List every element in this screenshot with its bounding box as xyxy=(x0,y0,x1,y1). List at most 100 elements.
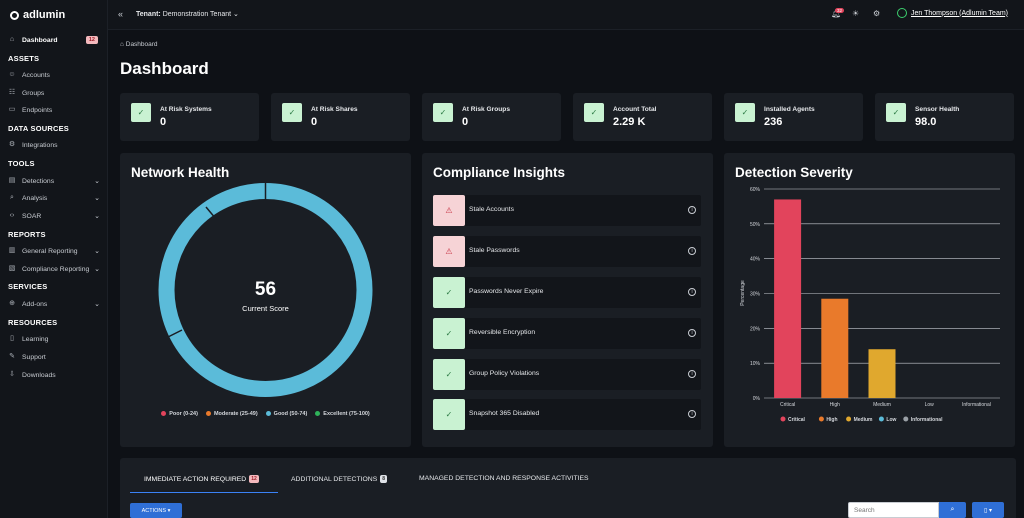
y-tick-label: 0% xyxy=(753,396,761,402)
tenant-selector[interactable]: Tenant: Demonstration Tenant ⌄ xyxy=(136,10,239,18)
compliance-item-stale-passwords[interactable]: ⚠ Stale Passwords i xyxy=(433,236,701,267)
compliance-item-reversible-encryption[interactable]: ✓ Reversible Encryption i xyxy=(433,318,701,349)
sidebar-item-label: Dashboard xyxy=(22,36,58,44)
compliance-item-passwords-never-expire[interactable]: ✓ Passwords Never Expire i xyxy=(433,277,701,308)
sidebar-item-accounts[interactable]: ☺ Accounts xyxy=(8,68,102,82)
detections-tabs-area: IMMEDIATE ACTION REQUIRED 12 ADDITIONAL … xyxy=(120,458,1016,518)
legend-item-excellent[interactable]: Excellent (75-100) xyxy=(315,411,370,417)
chevron-down-icon: ⌄ xyxy=(94,213,100,220)
collapse-sidebar-icon[interactable]: « xyxy=(118,9,124,19)
sidebar-item-analysis[interactable]: ⌕ Analysis ⌄ xyxy=(8,191,102,205)
report-icon: ▥ xyxy=(8,247,16,254)
sidebar-item-support[interactable]: ✎ Support xyxy=(8,350,102,364)
legend-dot xyxy=(161,411,167,417)
sidebar-item-downloads[interactable]: ⇩ Downloads xyxy=(8,368,102,382)
gear-icon[interactable]: ⚙ xyxy=(873,9,881,18)
info-icon[interactable]: i xyxy=(688,247,696,255)
check-circle-icon: ✓ xyxy=(735,103,755,122)
sidebar-item-detections[interactable]: ▤ Detections ⌄ xyxy=(8,174,102,188)
stat-card-sensor-health[interactable]: ✓ Sensor Health 98.0 xyxy=(875,93,1014,141)
sidebar-item-compliance-reporting[interactable]: ▧ Compliance Reporting ⌄ xyxy=(8,262,102,276)
logo[interactable]: adlumin xyxy=(10,9,65,21)
y-tick-label: 40% xyxy=(750,257,761,263)
sidebar-item-general-reporting[interactable]: ▥ General Reporting ⌄ xyxy=(8,244,102,258)
sidebar-item-integrations[interactable]: ⚙ Integrations xyxy=(8,138,102,152)
health-score: 56 xyxy=(254,279,277,300)
stat-label: At Risk Systems xyxy=(160,106,212,113)
sidebar-item-soar[interactable]: ‹› SOAR ⌄ xyxy=(8,209,102,223)
chevron-down-icon: ⌄ xyxy=(233,11,239,18)
info-icon[interactable]: i xyxy=(688,329,696,337)
stat-card-at-risk-shares[interactable]: ✓ At Risk Shares 0 xyxy=(271,93,410,141)
search-icon: ⌕ xyxy=(950,506,955,513)
legend-label: Good (50-74) xyxy=(273,411,308,417)
info-icon[interactable]: i xyxy=(688,206,696,214)
chevron-down-icon: ⌄ xyxy=(94,195,100,202)
actions-button[interactable]: ACTIONS ▾ xyxy=(130,503,182,518)
search-input[interactable] xyxy=(848,502,939,518)
breadcrumb[interactable]: ⌂ Dashboard xyxy=(120,41,158,48)
stat-card-at-risk-systems[interactable]: ✓ At Risk Systems 0 xyxy=(120,93,259,141)
logo-icon xyxy=(10,10,19,20)
legend-dot xyxy=(846,416,852,422)
legend-dot xyxy=(205,411,211,417)
y-tick-label: 20% xyxy=(750,326,761,332)
info-icon[interactable]: i xyxy=(688,410,696,418)
user-icon: ☺ xyxy=(8,71,16,78)
legend-item-good[interactable]: Good (50-74) xyxy=(265,411,308,417)
sidebar-item-endpoints[interactable]: ▭ Endpoints xyxy=(8,103,102,117)
gauge-divider xyxy=(167,329,183,338)
stat-card-at-risk-groups[interactable]: ✓ At Risk Groups 0 xyxy=(422,93,561,141)
legend-label: Medium xyxy=(854,417,873,423)
sidebar-item-label: General Reporting xyxy=(22,247,78,255)
check-circle-icon: ✓ xyxy=(584,103,604,122)
dashboard-badge: 12 xyxy=(85,36,98,44)
compliance-item-snapshot-365-disabled[interactable]: ✓ Snapshot 365 Disabled i xyxy=(433,399,701,430)
compliance-item-label: Snapshot 365 Disabled xyxy=(469,410,540,417)
tenant-value: Demonstration Tenant xyxy=(162,11,232,18)
stat-value: 98.0 xyxy=(915,116,937,128)
section-services: SERVICES xyxy=(8,282,48,291)
stat-card-installed-agents[interactable]: ✓ Installed Agents 236 xyxy=(724,93,863,141)
topbar: « Tenant: Demonstration Tenant ⌄ xyxy=(108,0,1024,30)
chevron-down-icon: ▾ xyxy=(166,507,171,514)
legend-item-moderate[interactable]: Moderate (25-49) xyxy=(205,411,258,417)
breadcrumb-label: Dashboard xyxy=(125,41,158,48)
check-icon: ✓ xyxy=(433,277,465,308)
tenant-label: Tenant: xyxy=(136,11,161,18)
sidebar-item-groups[interactable]: ☷ Groups xyxy=(8,86,102,100)
tab-mdr-activities[interactable]: MANAGED DETECTION AND RESPONSE ACTIVITIE… xyxy=(419,475,589,482)
user-menu[interactable]: Jen Thompson (Adlumin Team) xyxy=(897,8,1008,18)
tab-additional-detections[interactable]: ADDITIONAL DETECTIONS 8 xyxy=(291,475,388,483)
info-icon[interactable]: i xyxy=(688,370,696,378)
section-reports: REPORTS xyxy=(8,230,46,239)
compliance-item-group-policy-violations[interactable]: ✓ Group Policy Violations i xyxy=(433,359,701,390)
book-icon: ▯ xyxy=(10,335,14,342)
legend-label: Moderate (25-49) xyxy=(213,411,258,417)
sidebar-item-learning[interactable]: ▯ Learning xyxy=(8,332,102,346)
stat-card-account-total[interactable]: ✓ Account Total 2.29 K xyxy=(573,93,712,141)
compliance-insights-panel: Compliance Insights ⚠ Stale Accounts i ⚠… xyxy=(422,153,713,447)
chevron-down-icon: ⌄ xyxy=(94,248,100,255)
compliance-item-label: Stale Passwords xyxy=(469,247,520,254)
sidebar-item-label: Support xyxy=(22,353,46,361)
sidebar-item-label: Endpoints xyxy=(22,106,53,114)
export-button[interactable]: ▯ ▾ xyxy=(972,502,1004,518)
tab-label: IMMEDIATE ACTION REQUIRED xyxy=(144,475,247,483)
sidebar-item-addons[interactable]: ⊕ Add-ons ⌄ xyxy=(8,297,102,311)
sidebar-item-dashboard[interactable]: ⌂ Dashboard 12 xyxy=(8,33,102,47)
theme-toggle-icon[interactable]: ☀ xyxy=(852,9,860,18)
section-tools: TOOLS xyxy=(8,159,35,168)
compliance-item-stale-accounts[interactable]: ⚠ Stale Accounts i xyxy=(433,195,701,226)
download-icon: ⇩ xyxy=(9,371,15,378)
y-tick-label: 50% xyxy=(750,222,761,228)
search-button[interactable]: ⌕ xyxy=(939,502,966,518)
legend-item-poor[interactable]: Poor (0-24) xyxy=(161,411,198,417)
tab-immediate-action[interactable]: IMMEDIATE ACTION REQUIRED 12 xyxy=(144,475,259,483)
panel-title: Compliance Insights xyxy=(433,165,566,180)
sidebar-item-label: Learning xyxy=(22,335,49,343)
info-icon[interactable]: i xyxy=(688,288,696,296)
sidebar-item-label: Detections xyxy=(22,177,55,185)
bell-icon[interactable]: 🔔︎ xyxy=(831,9,842,18)
document-icon: ▧ xyxy=(8,265,16,272)
